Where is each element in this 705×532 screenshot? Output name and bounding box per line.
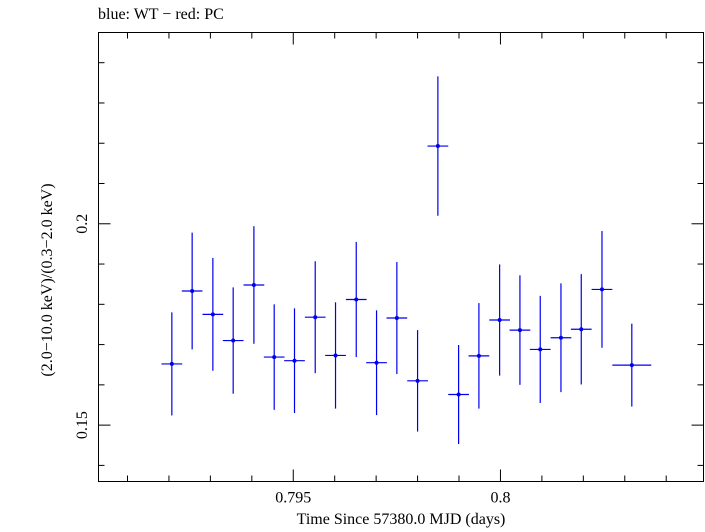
point-marker	[354, 297, 359, 302]
point-marker	[231, 338, 236, 343]
data-point	[345, 241, 367, 358]
data-point	[325, 302, 346, 409]
x-tick-label: 0.795	[275, 490, 311, 507]
data-point	[202, 258, 224, 371]
data-point	[468, 303, 490, 409]
point-marker	[251, 282, 256, 287]
data-point	[509, 275, 531, 385]
data-point	[448, 344, 469, 445]
point-marker	[210, 312, 215, 317]
x-tick-label: 0.8	[490, 490, 510, 507]
data-point	[386, 262, 408, 374]
chart-title: blue: WT − red: PC	[98, 6, 224, 23]
data-point	[550, 283, 572, 393]
data-point	[263, 304, 285, 410]
y-axis-label: (2.0−10.0 keV)/(0.3−2.0 keV)	[39, 183, 56, 377]
data-point	[570, 274, 592, 385]
data-point	[161, 312, 183, 416]
data-point	[366, 310, 387, 416]
data-point	[489, 264, 510, 376]
data-point	[222, 287, 244, 394]
point-marker	[456, 392, 461, 397]
data-point	[529, 295, 551, 403]
point-marker	[333, 353, 338, 358]
point-marker	[415, 378, 420, 383]
data-point	[304, 261, 326, 374]
point-marker	[374, 360, 379, 365]
point-marker	[517, 328, 522, 333]
data-points	[161, 76, 652, 445]
point-marker	[292, 358, 297, 363]
point-marker	[497, 318, 502, 323]
y-tick-label: 0.15	[74, 411, 91, 439]
plot-frame	[98, 32, 704, 482]
point-marker	[394, 316, 399, 321]
data-point	[243, 226, 265, 344]
axis-ticks	[98, 32, 704, 482]
data-point	[427, 76, 449, 216]
data-point	[591, 231, 613, 348]
data-point	[612, 323, 652, 407]
point-marker	[599, 287, 604, 292]
point-marker	[476, 353, 481, 358]
point-marker	[435, 144, 440, 149]
data-point	[407, 330, 428, 432]
point-marker	[629, 363, 634, 368]
point-marker	[272, 355, 277, 360]
data-point	[284, 308, 305, 414]
point-marker	[579, 327, 584, 332]
y-tick-label: 0.2	[74, 214, 91, 234]
point-marker	[538, 347, 543, 352]
point-marker	[169, 361, 174, 366]
point-marker	[558, 335, 563, 340]
axis-tick-labels: 0.795 0.8 0.15 0.2	[74, 214, 510, 507]
point-marker	[190, 289, 195, 294]
x-axis-label: Time Since 57380.0 MJD (days)	[296, 511, 506, 528]
data-point	[181, 232, 203, 350]
point-marker	[313, 315, 318, 320]
